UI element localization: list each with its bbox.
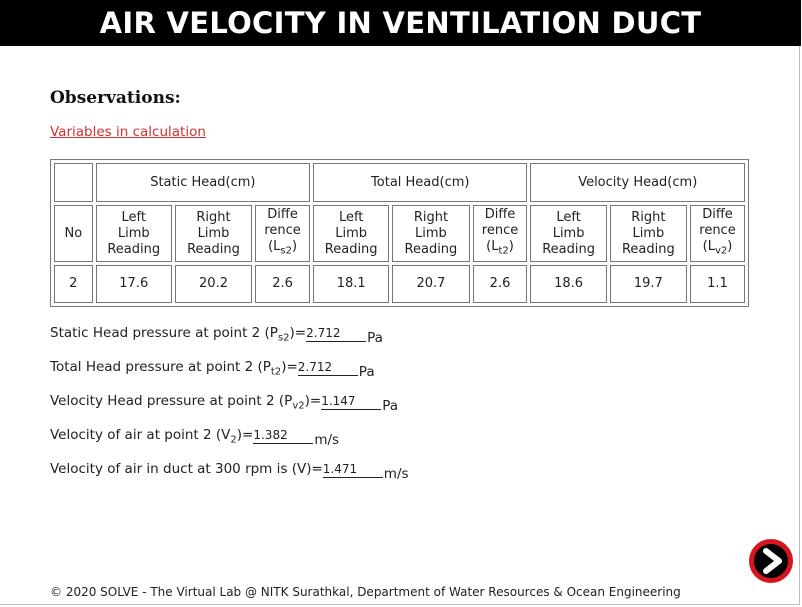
total-diff-value: 2.6 <box>472 265 528 303</box>
velocity-left-value: 18.6 <box>530 265 607 303</box>
no-header: No <box>54 205 93 262</box>
static-pressure-result: Static Head pressure at point 2 (Ps2)=2.… <box>50 325 383 346</box>
velocity-duct-result: Velocity of air in duct at 300 rpm is (V… <box>50 461 409 482</box>
total-right-value: 20.7 <box>392 265 470 303</box>
velocity-point-result: Velocity of air at point 2 (V2)=1.382 m/s <box>50 427 340 448</box>
velocity-duct-value: 1.471 <box>322 462 383 478</box>
static-left-value: 17.6 <box>95 265 172 303</box>
velocity-right-header: Right Limb Reading <box>609 205 687 262</box>
static-head-header: Static Head(cm) <box>95 163 311 202</box>
velocity-pressure-unit: Pa <box>382 398 398 414</box>
static-diff-value: 2.6 <box>255 265 311 303</box>
static-right-header: Right Limb Reading <box>174 205 253 262</box>
static-pressure-unit: Pa <box>367 330 383 346</box>
static-diff-header: Diffe rence (Ls2) <box>255 205 311 262</box>
total-pressure-value: 2.712 <box>297 360 358 376</box>
velocity-point-value: 1.382 <box>253 428 314 444</box>
next-button[interactable] <box>749 539 793 583</box>
velocity-left-header: Left Limb Reading <box>530 205 607 262</box>
total-diff-header: Diffe rence (Lt2) <box>472 205 528 262</box>
total-right-header: Right Limb Reading <box>392 205 470 262</box>
corner-cell <box>54 163 93 202</box>
static-left-header: Left Limb Reading <box>95 205 172 262</box>
total-pressure-unit: Pa <box>358 364 375 380</box>
table-row: 2 17.6 20.2 2.6 18.1 20.7 2.6 18.6 19.7 … <box>54 265 745 303</box>
variables-link[interactable]: Variables in calculation <box>50 124 206 140</box>
velocity-diff-value: 1.1 <box>689 265 745 303</box>
page-title: AIR VELOCITY IN VENTILATION DUCT <box>0 0 801 46</box>
table-header-row: Static Head(cm) Total Head(cm) Velocity … <box>54 163 745 202</box>
results-section: Static Head pressure at point 2 (Ps2)=2.… <box>50 322 409 492</box>
observations-heading: Observations: <box>50 88 181 108</box>
footer-copyright: © 2020 SOLVE - The Virtual Lab @ NITK Su… <box>50 585 681 599</box>
velocity-pressure-value: 1.147 <box>321 394 382 410</box>
velocity-point-unit: m/s <box>314 432 340 448</box>
velocity-right-value: 19.7 <box>609 265 687 303</box>
arrow-right-icon <box>763 548 782 574</box>
observations-table: Static Head(cm) Total Head(cm) Velocity … <box>50 159 749 307</box>
total-pressure-result: Total Head pressure at point 2 (Pt2)=2.7… <box>50 359 375 380</box>
total-left-value: 18.1 <box>313 265 390 303</box>
row-no: 2 <box>54 265 93 303</box>
velocity-pressure-result: Velocity Head pressure at point 2 (Pv2)=… <box>50 393 398 414</box>
static-right-value: 20.2 <box>174 265 253 303</box>
static-pressure-value: 2.712 <box>306 326 367 342</box>
velocity-diff-header: Diffe rence (Lv2) <box>689 205 745 262</box>
velocity-duct-unit: m/s <box>383 466 409 482</box>
total-left-header: Left Limb Reading <box>313 205 390 262</box>
velocity-head-header: Velocity Head(cm) <box>530 163 745 202</box>
table-subheader-row: No Left Limb Reading Right Limb Reading Diff… <box>54 205 745 262</box>
total-head-header: Total Head(cm) <box>313 163 528 202</box>
